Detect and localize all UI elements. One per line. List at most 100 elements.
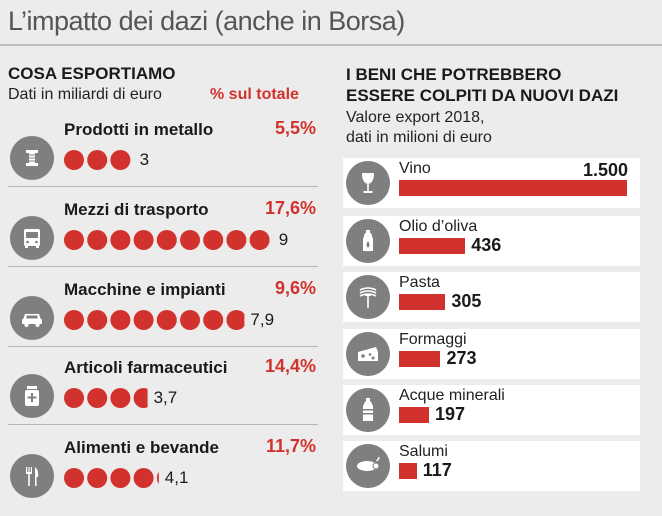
right-sub-line1: Valore export 2018,	[346, 109, 485, 126]
row-divider	[8, 346, 318, 347]
tariff-bar	[399, 238, 466, 254]
tariff-category-label: Salumi	[399, 443, 448, 460]
export-dot	[133, 468, 154, 488]
tariff-value-label: 305	[451, 291, 482, 311]
water-bottle-icon	[363, 398, 373, 421]
tariff-bar	[399, 407, 429, 423]
fork-knife-icon	[26, 467, 39, 486]
export-dot-partial	[156, 472, 159, 484]
export-dot	[64, 310, 84, 330]
export-dot	[110, 150, 131, 170]
wine-glass-icon	[362, 173, 374, 193]
export-dot-bar	[64, 388, 148, 408]
export-row: Mezzi di trasporto 17,6% 9	[0, 198, 322, 278]
export-share-label: 9,6%	[274, 278, 316, 298]
export-row: Macchine e impianti 9,6% 7,9	[0, 278, 322, 358]
tariff-bar	[399, 351, 441, 367]
export-value-label: 3,7	[153, 388, 178, 407]
tariff-category-label: Olio d’oliva	[399, 218, 478, 235]
export-dot	[180, 310, 200, 330]
export-row-icon-holder	[10, 136, 54, 180]
tariff-row: Formaggi 273	[343, 329, 640, 379]
export-category-label: Articoli farmaceutici	[64, 358, 228, 377]
tariff-category-label: Acque minerali	[399, 387, 505, 404]
right-subheading: Valore export 2018, dati in milioni di e…	[346, 108, 492, 148]
export-value-label: 3	[139, 150, 150, 169]
tariff-row: Vino 1.500	[343, 158, 640, 208]
export-dot-bar	[64, 468, 159, 488]
export-row: Articoli farmaceutici 14,4% 3,7	[0, 356, 322, 436]
tariff-category-label: Formaggi	[399, 331, 467, 348]
export-dot	[133, 230, 154, 250]
row-divider	[8, 266, 318, 267]
export-dot	[87, 230, 108, 250]
tariff-category-label: Pasta	[399, 274, 440, 291]
tariff-row-icon-holder	[346, 275, 390, 319]
export-dot	[110, 468, 131, 488]
oil-bottle-icon	[363, 230, 373, 251]
tariff-row: Salumi 117	[343, 441, 640, 491]
export-dot	[64, 468, 84, 488]
right-heading-line1: I BENI CHE POTREBBERO	[346, 65, 562, 84]
tariff-row-icon-holder	[346, 444, 390, 488]
tariff-value-label: 436	[471, 235, 502, 255]
export-share-label: 14,4%	[264, 356, 316, 376]
tariff-row: Olio d’oliva 436	[343, 216, 640, 266]
export-row-icon-holder	[10, 454, 54, 498]
cheese-icon	[358, 347, 378, 361]
tariff-row: Acque minerali 197	[343, 385, 640, 435]
export-dot	[110, 388, 131, 408]
export-dot	[64, 150, 84, 170]
export-category-label: Alimenti e bevande	[64, 438, 219, 457]
export-dot	[64, 388, 84, 408]
export-row-icon-holder	[10, 374, 54, 418]
row-divider	[8, 186, 318, 187]
export-dot	[110, 230, 131, 250]
export-row: Alimenti e bevande 11,7% 4,1	[0, 436, 322, 516]
tariff-row-icon-holder	[346, 388, 390, 432]
tariff-category-label: Vino	[399, 160, 431, 177]
export-dot	[156, 310, 177, 330]
export-dot	[156, 230, 177, 250]
export-dot-partial	[226, 310, 245, 330]
export-dot	[226, 230, 247, 250]
export-share-label: 11,7%	[265, 436, 316, 456]
pasta-fork-icon	[359, 287, 377, 308]
page-title: L’impatto dei dazi (anche in Borsa)	[8, 6, 405, 36]
export-row-icon-holder	[10, 296, 54, 340]
export-category-label: Mezzi di trasporto	[64, 200, 209, 219]
tariff-bar	[399, 294, 446, 310]
tariff-value-label: 1.500	[582, 160, 628, 180]
export-share-label: 17,6%	[264, 198, 316, 218]
export-dot	[110, 310, 131, 330]
export-row-icon-holder	[10, 216, 54, 260]
row-divider	[8, 424, 318, 425]
tariff-row-icon-holder	[346, 332, 390, 376]
left-subheading: Dati in miliardi di euro	[8, 86, 162, 103]
export-share-label: 5,5%	[274, 118, 316, 138]
export-dot	[87, 310, 108, 330]
tariff-row-icon-holder	[346, 219, 390, 263]
tariff-row-icon-holder	[346, 161, 390, 205]
metal-spool-icon	[26, 150, 38, 166]
export-dot	[133, 310, 154, 330]
export-dot-bar	[64, 150, 131, 170]
export-dot	[87, 388, 108, 408]
medicine-icon	[25, 386, 39, 406]
export-dot	[249, 230, 270, 250]
left-heading: COSA ESPORTIAMO	[8, 64, 176, 83]
export-dot-bar	[64, 310, 245, 330]
export-dot	[203, 310, 224, 330]
tariff-bar	[399, 463, 417, 479]
export-value-label: 7,9	[250, 310, 275, 329]
tariff-bar	[399, 180, 627, 196]
export-value-label: 9	[278, 230, 289, 249]
export-category-label: Macchine e impianti	[64, 280, 226, 299]
right-heading: I BENI CHE POTREBBERO ESSERE COLPITI DA …	[346, 64, 618, 106]
export-value-label: 4,1	[164, 468, 189, 487]
export-dot	[87, 468, 108, 488]
right-sub-line2: dati in milioni di euro	[346, 129, 492, 146]
title-rule	[0, 44, 662, 46]
export-dot	[64, 230, 84, 250]
export-dot	[180, 230, 200, 250]
